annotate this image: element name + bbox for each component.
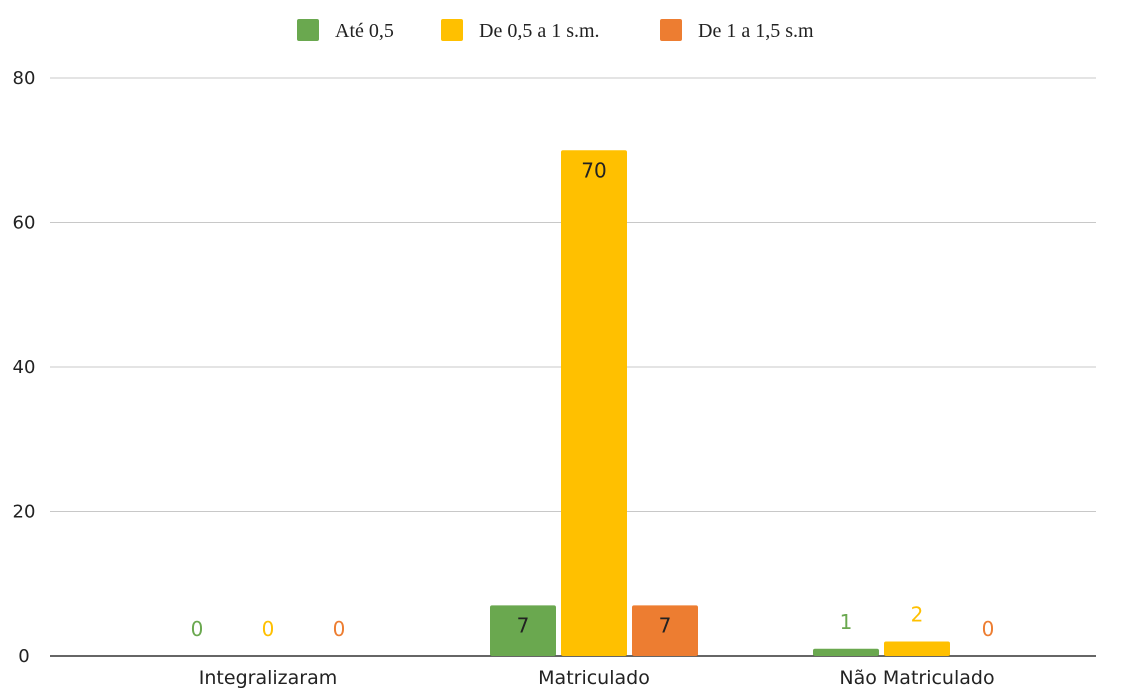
bar <box>490 605 556 656</box>
category-label: Não Matriculado <box>839 667 994 689</box>
data-label: 0 <box>982 617 995 641</box>
x-axis-categories: Integralizaram Matriculado Não Matriculado <box>199 667 995 689</box>
data-labels: 0 0 0 7 70 7 1 2 0 <box>191 158 995 641</box>
legend-swatch <box>297 19 319 41</box>
y-tick-label: 80 <box>13 68 36 89</box>
category-label: Integralizaram <box>199 667 337 689</box>
category-label: Matriculado <box>538 667 650 689</box>
legend-label: De 1 a 1,5 s.m <box>698 20 814 42</box>
data-label: 0 <box>333 617 346 641</box>
data-label: 0 <box>262 617 275 641</box>
legend-swatch <box>660 19 682 41</box>
data-label: 0 <box>191 617 204 641</box>
y-tick-label: 40 <box>13 357 36 378</box>
y-tick-label: 60 <box>13 213 36 234</box>
bar <box>632 605 698 656</box>
legend-label: Até 0,5 <box>335 20 394 42</box>
legend: Até 0,5 De 0,5 a 1 s.m. De 1 a 1,5 s.m <box>297 19 814 42</box>
data-label: 70 <box>581 158 606 182</box>
bar <box>884 641 950 656</box>
data-label: 7 <box>659 613 672 637</box>
bars <box>490 150 950 656</box>
y-tick-label: 0 <box>18 646 29 667</box>
y-axis-ticks: 0 20 40 60 80 <box>13 68 36 667</box>
y-tick-label: 20 <box>13 502 36 523</box>
data-label: 2 <box>911 603 924 627</box>
bar <box>813 648 879 656</box>
data-label: 7 <box>517 613 530 637</box>
data-label: 1 <box>840 610 853 634</box>
bar <box>561 150 627 656</box>
legend-swatch <box>441 19 463 41</box>
legend-label: De 0,5 a 1 s.m. <box>479 20 600 42</box>
